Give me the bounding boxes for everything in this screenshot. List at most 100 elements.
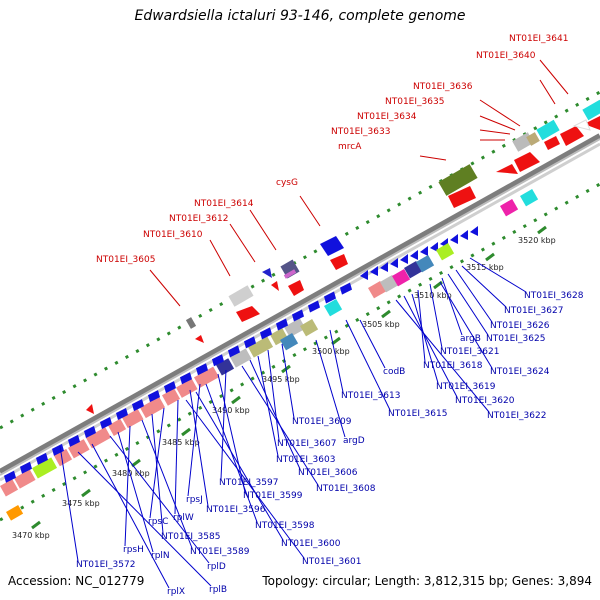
scale-label: 3500 kbp <box>312 347 350 356</box>
leader-line <box>345 319 391 411</box>
gene-arrow <box>370 266 378 276</box>
gene-label[interactable]: NT01EI_3622 <box>487 411 546 421</box>
gene-arrow <box>236 306 260 322</box>
gene-label[interactable]: NT01EI_3619 <box>436 382 496 392</box>
scale-label: 3480 kbp <box>112 469 150 478</box>
gene-label[interactable]: NT01EI_3572 <box>76 560 135 570</box>
gene-label[interactable]: NT01EI_3624 <box>490 367 550 377</box>
gene-label[interactable]: rpsJ <box>186 495 203 505</box>
gene-arrow <box>52 443 64 456</box>
gene-label[interactable]: NT01EI_3614 <box>194 199 254 209</box>
gene-label[interactable]: NT01EI_3605 <box>96 255 155 265</box>
gene-label[interactable]: NT01EI_3603 <box>276 455 335 465</box>
scale-label: 3475 kbp <box>62 499 100 508</box>
gene-segment <box>86 427 112 449</box>
gene-label[interactable]: mrcA <box>338 142 362 152</box>
gene-label[interactable]: NT01EI_3625 <box>486 334 545 344</box>
gene-block <box>280 259 300 279</box>
leader-line <box>241 365 319 486</box>
scale-tick <box>331 336 341 346</box>
leader-line <box>187 383 201 497</box>
gene-label[interactable]: NT01EI_3599 <box>243 491 303 501</box>
gene-label[interactable]: rplD <box>207 562 226 572</box>
gene-label[interactable]: rpsH <box>123 545 144 555</box>
gene-label[interactable]: argD <box>343 436 365 446</box>
gene-block <box>283 269 297 279</box>
gene-segment <box>139 396 166 419</box>
gene-label[interactable]: NT01EI_3620 <box>455 396 515 406</box>
gene-segment <box>31 457 58 479</box>
scale-label: 3470 kbp <box>12 531 50 540</box>
gene-label[interactable]: NT01EI_3598 <box>255 521 315 531</box>
leader-line <box>439 281 493 369</box>
gene-block <box>300 319 319 337</box>
gene-label[interactable]: NT01EI_3621 <box>440 347 499 357</box>
gene-arrow <box>470 226 478 236</box>
gene-label[interactable]: NT01EI_3596 <box>206 505 266 515</box>
gene-arrow <box>496 164 518 174</box>
gene-segment <box>121 408 144 429</box>
gene-label[interactable]: NT01EI_3626 <box>490 321 550 331</box>
gene-arrow <box>164 381 176 394</box>
gene-block <box>185 317 197 329</box>
leader-line <box>461 265 507 308</box>
gene-block <box>380 275 399 293</box>
gene-label[interactable]: rplW <box>173 513 194 523</box>
gene-block <box>536 119 560 141</box>
gene-arrow <box>212 354 224 367</box>
gene-arrow <box>292 309 304 322</box>
gene-block <box>526 132 540 146</box>
gene-label[interactable]: NT01EI_3585 <box>161 532 220 542</box>
guide-line <box>0 90 600 430</box>
gene-label[interactable]: NT01EI_3612 <box>169 214 228 224</box>
gene-label[interactable]: NT01EI_3636 <box>413 82 473 92</box>
gene-arrow <box>260 327 272 340</box>
gene-label[interactable]: NT01EI_3607 <box>277 439 336 449</box>
gene-label[interactable]: codB <box>383 367 405 377</box>
gene-segment <box>162 388 181 406</box>
gene-label[interactable]: NT01EI_3634 <box>357 112 417 122</box>
gene-label[interactable]: NT01EI_3610 <box>143 230 203 240</box>
gene-label[interactable]: NT01EI_3615 <box>388 409 447 419</box>
gene-label[interactable]: NT01EI_3597 <box>219 478 278 488</box>
gene-segment <box>194 366 220 388</box>
gene-label[interactable]: NT01EI_3633 <box>331 127 390 137</box>
gene-label[interactable]: cysG <box>276 178 298 188</box>
gene-label[interactable]: NT01EI_3608 <box>316 484 376 494</box>
gene-block <box>438 164 478 196</box>
gene-label[interactable]: rpsC <box>148 517 168 527</box>
gene-arrow <box>288 280 304 296</box>
gene-label[interactable]: NT01EI_3601 <box>302 557 361 567</box>
gene-segment <box>13 469 36 489</box>
gene-label[interactable]: argB <box>460 334 481 344</box>
gene-label[interactable]: NT01EI_3609 <box>292 417 352 427</box>
gene-segment <box>230 348 252 368</box>
gene-label[interactable]: NT01EI_3606 <box>298 468 358 478</box>
gene-label[interactable]: NT01EI_3613 <box>341 391 400 401</box>
gene-arrow <box>262 268 272 278</box>
leader-line <box>141 419 193 549</box>
gene-block <box>520 189 539 207</box>
gene-arrow <box>584 116 600 130</box>
scale-label: 3520 kbp <box>518 236 556 245</box>
gene-arrow <box>420 246 428 256</box>
gene-arrow <box>410 250 418 260</box>
scale-tick <box>485 252 495 262</box>
gene-label[interactable]: NT01EI_3640 <box>476 51 536 61</box>
gene-label[interactable]: NT01EI_3627 <box>504 306 563 316</box>
gene-label[interactable]: NT01EI_3635 <box>385 97 444 107</box>
leader-line <box>447 273 489 336</box>
scale-tick <box>31 520 41 530</box>
gene-label[interactable]: NT01EI_3600 <box>281 539 341 549</box>
gene-label[interactable]: rplN <box>151 551 170 561</box>
leader-line <box>329 329 344 393</box>
gene-label[interactable]: rplB <box>209 585 227 595</box>
gene-label[interactable]: NT01EI_3641 <box>509 34 568 44</box>
gene-block <box>392 269 411 287</box>
gene-arrow <box>308 300 320 313</box>
gene-label[interactable]: NT01EI_3618 <box>423 361 483 371</box>
gene-label[interactable]: NT01EI_3628 <box>524 291 584 301</box>
gene-label[interactable]: NT01EI_3589 <box>190 547 250 557</box>
gene-label[interactable]: rplX <box>167 587 185 597</box>
